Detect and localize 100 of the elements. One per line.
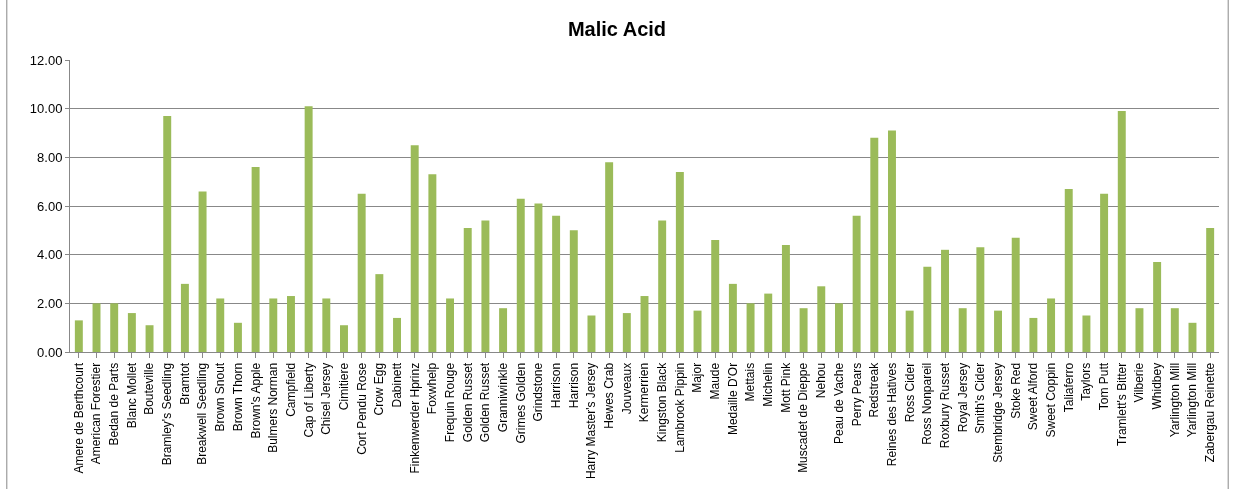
bar <box>463 227 472 352</box>
bar <box>764 293 773 352</box>
x-tick-label: Bramtot <box>177 362 192 405</box>
bar <box>127 313 136 352</box>
x-tick-label: Vilberie <box>1132 362 1147 403</box>
x-tick-label: Kingston Black <box>655 361 670 443</box>
bar <box>1206 227 1215 352</box>
bar <box>923 266 932 352</box>
x-tick-label: Grimes Golden <box>513 362 528 444</box>
bar <box>552 215 561 352</box>
x-tick-label: Tom Putt <box>1097 362 1111 411</box>
x-tick-label: Amere de Berthcourt <box>71 362 86 474</box>
bar <box>569 230 578 352</box>
bar <box>1082 315 1091 352</box>
bar <box>74 320 83 352</box>
x-tick-label: Bramley's Seedling <box>160 362 175 466</box>
x-tick-label: Stembridge Jersey <box>990 362 1005 463</box>
y-tick-label: 2.00 <box>37 295 63 311</box>
x-tick-label: Chisel Jersey <box>319 362 334 435</box>
x-tick-label: Harrison <box>566 362 581 409</box>
bar <box>428 174 437 352</box>
x-tick-label: Harry Master's Jersey <box>584 362 599 480</box>
bar <box>746 303 755 352</box>
x-tick-label: Granniwinkle <box>495 362 510 433</box>
x-tick-label: Mettais <box>743 362 758 402</box>
x-tick-label: Grindstone <box>531 362 546 422</box>
chart-title: Malic Acid <box>567 18 667 40</box>
x-tick-label: Michelin <box>761 362 776 407</box>
x-tick-label: Brown Snout <box>213 362 228 432</box>
x-tick-label: Ross Cider <box>902 362 917 423</box>
bar <box>994 310 1003 352</box>
x-tick-label: Yarlington Mill <box>1167 362 1182 438</box>
x-tick-label: American Forestier <box>89 362 104 465</box>
bar <box>817 286 826 352</box>
x-tick-label: Bedan de Parts <box>107 362 122 446</box>
x-tick-label: Muscadet de Dieppe <box>796 362 811 473</box>
bar <box>1011 237 1020 352</box>
x-tick-label: Sweet Coppin <box>1043 362 1058 438</box>
bar <box>888 130 896 352</box>
bar <box>870 137 879 352</box>
bar <box>781 244 790 352</box>
x-tick-label: Tramlett's Bitter <box>1114 362 1129 446</box>
y-tick-label: 6.00 <box>37 198 63 214</box>
y-tick-label: 0.00 <box>37 344 63 360</box>
bar <box>1100 193 1109 352</box>
bar <box>941 249 949 352</box>
x-tick-label: Campfield <box>283 362 298 417</box>
bar <box>587 315 596 352</box>
bar <box>499 308 508 352</box>
x-tick-label: Whidbey <box>1150 362 1165 410</box>
bar <box>728 283 737 352</box>
bar <box>393 317 401 352</box>
bar <box>322 298 331 352</box>
x-tick-label: Jouveaux <box>619 362 634 415</box>
bar <box>180 283 189 352</box>
y-tick-label: 8.00 <box>37 149 63 165</box>
bar <box>516 198 525 352</box>
bar <box>1029 317 1038 352</box>
bar <box>375 274 384 352</box>
x-tick-label: Nehou <box>814 362 829 399</box>
bar <box>110 303 119 352</box>
bar <box>198 191 207 352</box>
x-tick-label: Medaille D'Or <box>725 362 740 436</box>
bar <box>163 115 172 352</box>
x-tick-label: Crow Egg <box>372 362 387 416</box>
bar <box>145 325 154 352</box>
bar <box>976 247 985 352</box>
x-tick-label: Sweet Alford <box>1026 362 1041 431</box>
x-tick-label: Golden Russet <box>460 362 475 443</box>
bar <box>834 303 843 352</box>
y-tick-label: 12.00 <box>29 52 63 68</box>
x-tick-label: Maude <box>708 362 723 400</box>
bar <box>958 308 967 352</box>
x-tick-label: Foxwhelp <box>425 362 440 415</box>
bar <box>693 310 702 352</box>
bar <box>799 308 808 352</box>
bar <box>605 162 614 352</box>
bar <box>852 215 861 352</box>
x-tick-label: Brown's Apple <box>248 362 263 439</box>
bar <box>269 298 278 352</box>
x-tick-label: Yarlington Mill <box>1185 362 1200 438</box>
x-tick-label: Cimitiere <box>336 362 351 411</box>
bar <box>1170 308 1179 352</box>
x-tick-label: Bulmers Norman <box>266 362 281 453</box>
x-tick-label: Cort Pendu Rose <box>354 362 369 455</box>
bar <box>675 171 684 352</box>
x-tick-label: Redstreak <box>867 361 882 418</box>
bar <box>1117 111 1126 352</box>
bar <box>481 220 490 352</box>
bar <box>410 145 419 352</box>
x-tick-label: Stoke Red <box>1008 362 1023 419</box>
x-tick-label: Hewes Crab <box>602 362 617 429</box>
bar <box>1135 308 1144 352</box>
x-tick-label: Kermerrien <box>637 362 652 423</box>
bar <box>711 240 720 352</box>
bar <box>251 167 260 352</box>
x-tick-label: Frequin Rouge <box>442 362 457 443</box>
x-tick-label: Breakwell Seedling <box>195 362 210 465</box>
x-tick-label: Taylors <box>1079 362 1094 401</box>
bar <box>233 322 242 352</box>
